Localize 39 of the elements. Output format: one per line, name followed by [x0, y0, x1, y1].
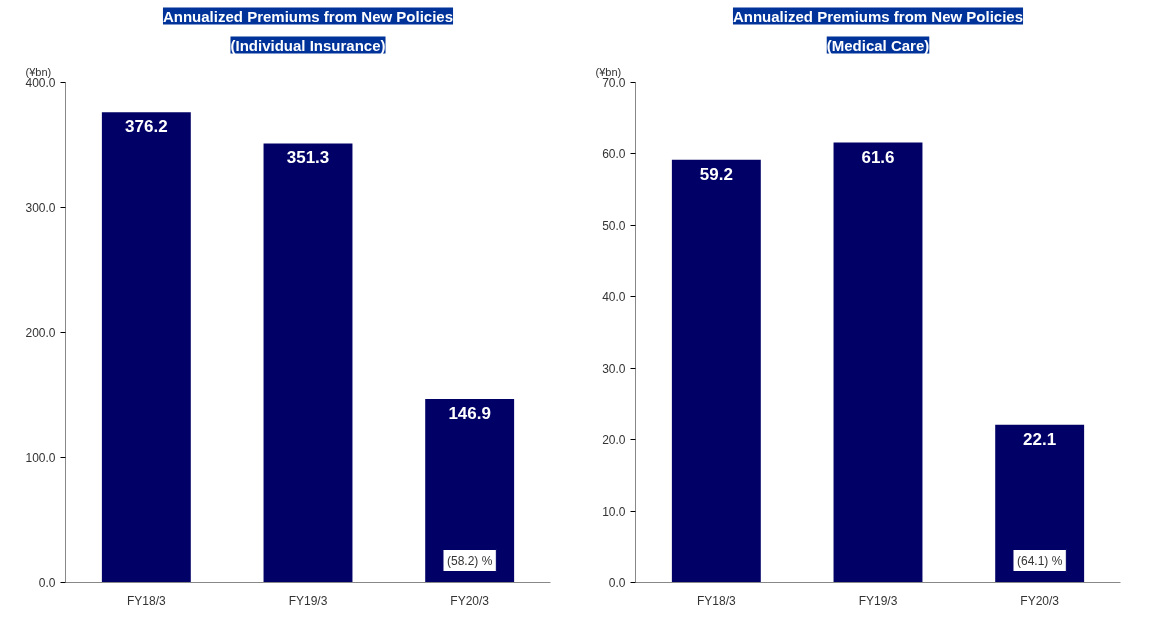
bar	[425, 398, 515, 583]
data-label: 376.2	[125, 117, 168, 137]
y-tick-label: 10.0	[602, 504, 626, 519]
y-tick-label: 400.0	[25, 76, 56, 90]
chart-subtitle: (Medical Care)	[826, 36, 930, 54]
y-tick-label: 20.0	[602, 433, 626, 448]
y-tick-label: 70.0	[602, 76, 626, 90]
x-tick-label: FY18/3	[126, 593, 166, 608]
y-tick-label: 40.0	[602, 290, 626, 305]
y-tick-label: 200.0	[25, 326, 56, 340]
data-label: 351.3	[286, 148, 330, 168]
x-tick-label: FY19/3	[288, 593, 328, 608]
y-tick-label: 0.0	[608, 576, 626, 590]
data-label: 59.2	[699, 164, 733, 184]
y-axis-title: (¥bn)	[595, 65, 622, 78]
x-tick-label: FY20/3	[450, 593, 490, 608]
y-axis-title: (¥bn)	[25, 65, 52, 78]
data-label: 22.1	[1023, 429, 1057, 449]
x-tick-label: FY20/3	[1020, 593, 1060, 608]
y-tick-label: 30.0	[602, 361, 626, 376]
bar	[671, 159, 761, 583]
x-tick-label: FY19/3	[858, 593, 898, 608]
y-tick-label: 50.0	[602, 218, 626, 233]
data-label: 61.6	[861, 147, 895, 167]
bar	[995, 424, 1085, 583]
chart-title: Annualized Premiums from New Policies	[732, 7, 1024, 25]
data-label: 146.9	[448, 403, 491, 423]
annotation: (58.2) %	[446, 553, 493, 568]
bar	[263, 143, 353, 583]
bar	[101, 112, 191, 583]
annotation: (64.1) %	[1016, 553, 1063, 568]
chart-title: Annualized Premiums from New Policies	[162, 7, 454, 25]
y-tick-label: 100.0	[25, 451, 56, 465]
bar	[833, 142, 923, 583]
y-tick-label: 300.0	[25, 201, 56, 215]
y-tick-label: 60.0	[602, 147, 626, 162]
y-tick-label: 0.0	[38, 576, 56, 590]
chart-subtitle: (Individual Insurance)	[230, 36, 386, 54]
x-tick-label: FY18/3	[696, 593, 736, 608]
